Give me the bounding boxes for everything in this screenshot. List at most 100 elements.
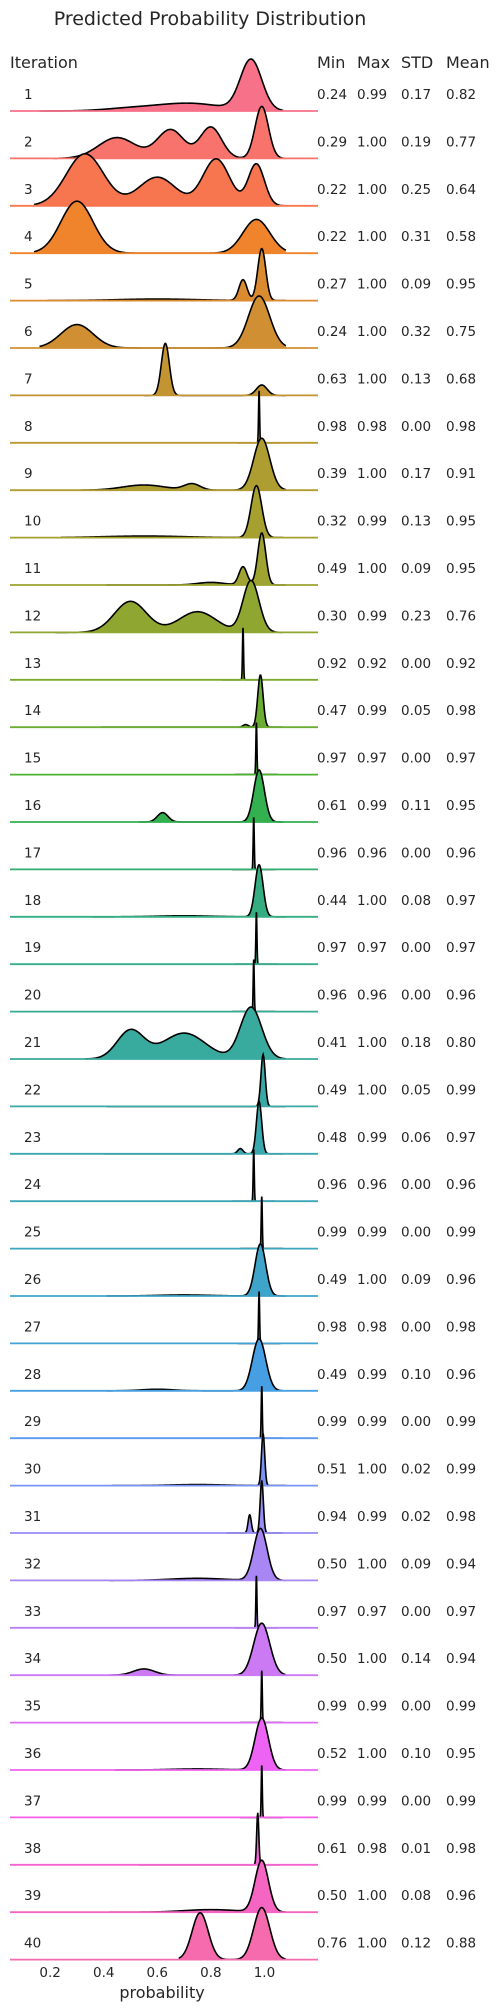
ridge-area [226, 1481, 284, 1533]
ridge-outline [84, 1006, 286, 1060]
stat-min: 0.39 [317, 466, 347, 482]
ridge-row: 28 0.49 0.99 0.10 0.96 [10, 1337, 476, 1392]
stat-max: 1.00 [357, 1888, 387, 1904]
stat-std: 0.00 [401, 988, 431, 1004]
stat-max: 0.98 [357, 1319, 387, 1335]
stat-min: 0.52 [317, 1746, 347, 1762]
iteration-label: 4 [24, 229, 33, 245]
ridge-row: 5 0.27 1.00 0.09 0.95 [10, 247, 476, 302]
stat-max: 1.00 [357, 277, 387, 293]
stat-min: 0.51 [317, 1462, 347, 1478]
stat-mean: 0.88 [446, 1936, 476, 1952]
stat-min: 0.49 [317, 1272, 347, 1288]
stat-min: 0.94 [317, 1509, 347, 1525]
stat-min: 0.99 [317, 1225, 347, 1241]
stat-std: 0.10 [401, 1746, 431, 1762]
stat-header-mean: Mean [446, 53, 490, 72]
ridge-row: 25 0.99 0.99 0.00 0.99 [10, 1196, 476, 1250]
iteration-label: 34 [24, 1651, 41, 1667]
stat-min: 0.41 [317, 1035, 347, 1051]
ridge-row: 10 0.32 0.99 0.13 0.95 [10, 484, 476, 539]
stat-min: 0.22 [317, 182, 347, 198]
stat-min: 0.96 [317, 988, 347, 1004]
stat-max: 1.00 [357, 893, 387, 909]
stat-max: 1.00 [357, 1936, 387, 1952]
stat-header-std: STD [401, 53, 433, 72]
ridge-area [101, 675, 284, 728]
stat-min: 0.50 [317, 1888, 347, 1904]
stat-std: 0.17 [401, 87, 431, 103]
stat-std: 0.10 [401, 1367, 431, 1383]
stat-std: 0.09 [401, 1272, 431, 1288]
stat-max: 1.00 [357, 1462, 387, 1478]
iteration-label: 27 [24, 1319, 41, 1335]
ridge-outline [101, 674, 284, 728]
iteration-label: 7 [24, 371, 33, 387]
ridges-group: 1 0.24 0.99 0.17 0.82 2 0.29 1.00 0.19 0.77 3 0.22 1… [10, 58, 476, 1961]
chart-title: Predicted Probability Distribution [54, 8, 367, 30]
ridge-row: 8 0.98 0.98 0.00 0.98 [10, 390, 476, 444]
stat-std: 0.01 [401, 1841, 431, 1857]
stat-mean: 0.99 [446, 1225, 476, 1241]
ridge-area [55, 580, 284, 633]
ridge-outline [47, 247, 286, 302]
stat-mean: 0.98 [446, 1509, 476, 1525]
ridge-row: 26 0.49 1.00 0.09 0.96 [10, 1243, 476, 1297]
stat-min: 0.98 [317, 419, 347, 435]
stat-max: 1.00 [357, 1746, 387, 1762]
stat-min: 0.32 [317, 514, 347, 530]
stat-min: 0.29 [317, 134, 347, 150]
stat-std: 0.00 [401, 1699, 431, 1715]
stat-max: 1.00 [357, 1556, 387, 1572]
row-header: Iteration [10, 53, 78, 72]
stat-min: 0.76 [317, 1936, 347, 1952]
x-tick-label: 0.2 [39, 1965, 60, 1981]
stat-max: 1.00 [357, 371, 387, 387]
stat-max: 0.96 [357, 845, 387, 861]
stat-mean: 0.92 [446, 656, 476, 672]
iteration-label: 18 [24, 893, 41, 909]
stat-max: 0.99 [357, 514, 387, 530]
stat-mean: 0.96 [446, 1888, 476, 1904]
ridge-row: 29 0.99 0.99 0.00 0.99 [10, 1386, 476, 1440]
ridge-area [60, 485, 284, 538]
stat-std: 0.14 [401, 1651, 431, 1667]
x-tick-label: 0.4 [93, 1965, 114, 1981]
stat-min: 0.30 [317, 608, 347, 624]
stat-std: 0.00 [401, 419, 431, 435]
stat-mean: 0.75 [446, 324, 476, 340]
stat-min: 0.49 [317, 561, 347, 577]
stat-mean: 0.95 [446, 277, 476, 293]
x-axis-label: probability [119, 1983, 204, 2002]
iteration-label: 10 [24, 514, 41, 530]
stat-min: 0.97 [317, 1604, 347, 1620]
iteration-label: 17 [24, 845, 41, 861]
iteration-label: 25 [24, 1225, 41, 1241]
stat-mean: 0.99 [446, 1699, 476, 1715]
iteration-label: 22 [24, 1082, 41, 1098]
iteration-label: 21 [24, 1035, 41, 1051]
x-tick-label: 0.6 [147, 1965, 168, 1981]
iteration-label: 35 [24, 1699, 41, 1715]
stat-std: 0.32 [401, 324, 431, 340]
stat-mean: 0.80 [446, 1035, 476, 1051]
stat-mean: 0.94 [446, 1651, 476, 1667]
stat-min: 0.99 [317, 1699, 347, 1715]
iteration-label: 2 [24, 134, 33, 150]
stat-min: 0.24 [317, 87, 347, 103]
stat-std: 0.09 [401, 1556, 431, 1572]
ridge-outline [226, 1479, 284, 1534]
ridge-row: 9 0.39 1.00 0.17 0.91 [10, 437, 476, 492]
iteration-label: 20 [24, 988, 41, 1004]
ridge-row: 1 0.24 0.99 0.17 0.82 [10, 58, 476, 112]
stat-std: 0.00 [401, 1319, 431, 1335]
stat-max: 1.00 [357, 466, 387, 482]
stat-std: 0.00 [401, 1604, 431, 1620]
stat-max: 1.00 [357, 561, 387, 577]
ridge-area [106, 1244, 286, 1296]
stat-max: 0.97 [357, 940, 387, 956]
stat-std: 0.09 [401, 561, 431, 577]
stat-min: 0.97 [317, 751, 347, 767]
ridge-row: 22 0.49 1.00 0.05 0.99 [10, 1051, 476, 1108]
ridge-row: 27 0.98 0.98 0.00 0.98 [10, 1291, 476, 1345]
